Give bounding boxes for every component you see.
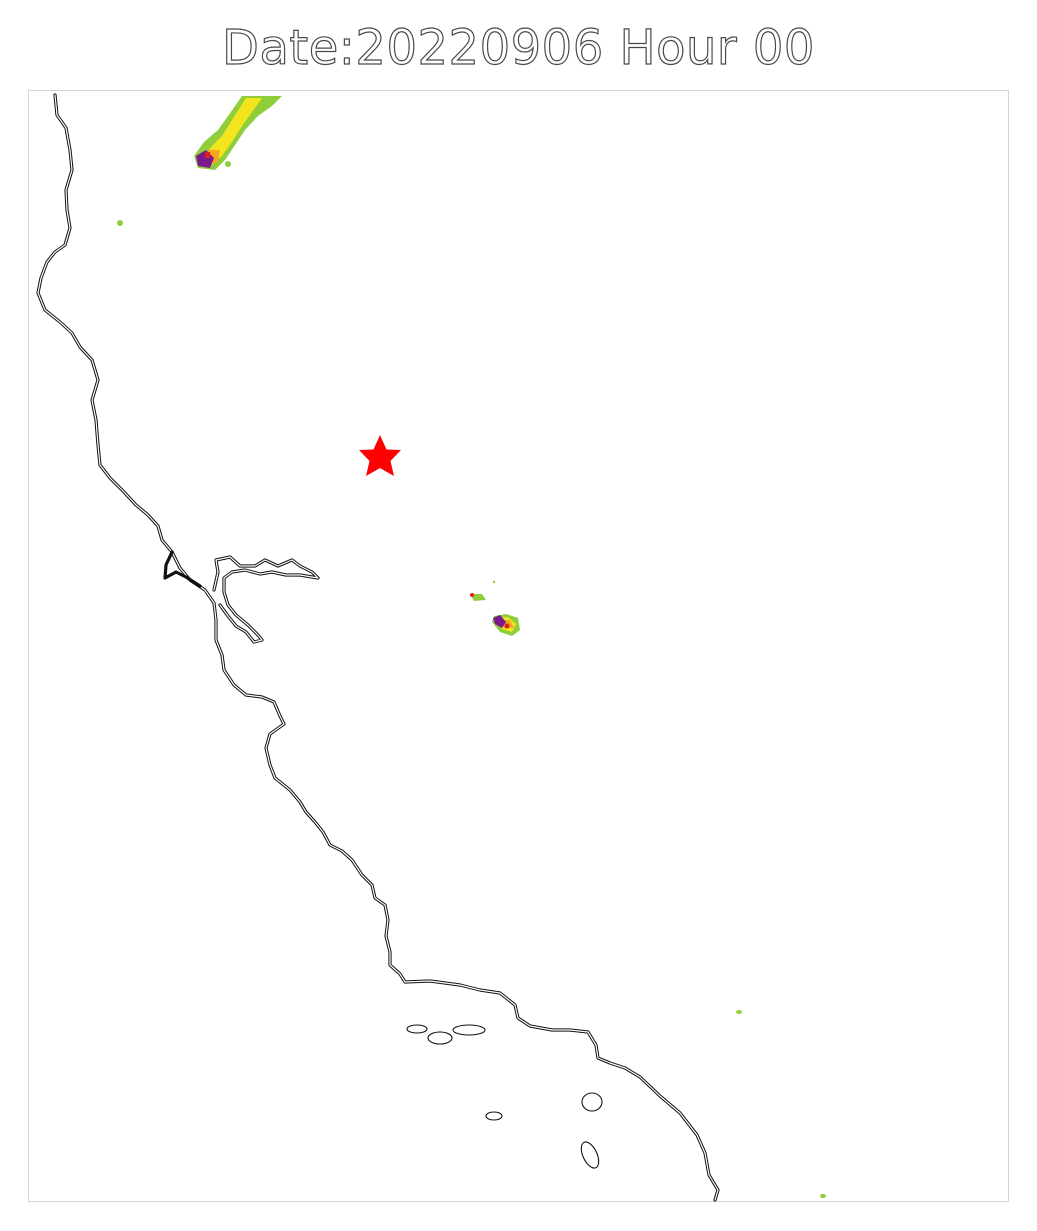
smoke-plume-central [470, 580, 520, 636]
smoke-specks [736, 1010, 826, 1198]
smoke-plume-north [117, 96, 282, 226]
map-frame [28, 90, 1009, 1202]
coastline [36, 93, 720, 1202]
map-title: Date:20220906 Hour 00 [221, 19, 815, 76]
channel-islands [406, 1024, 603, 1169]
star-icon [359, 435, 401, 476]
